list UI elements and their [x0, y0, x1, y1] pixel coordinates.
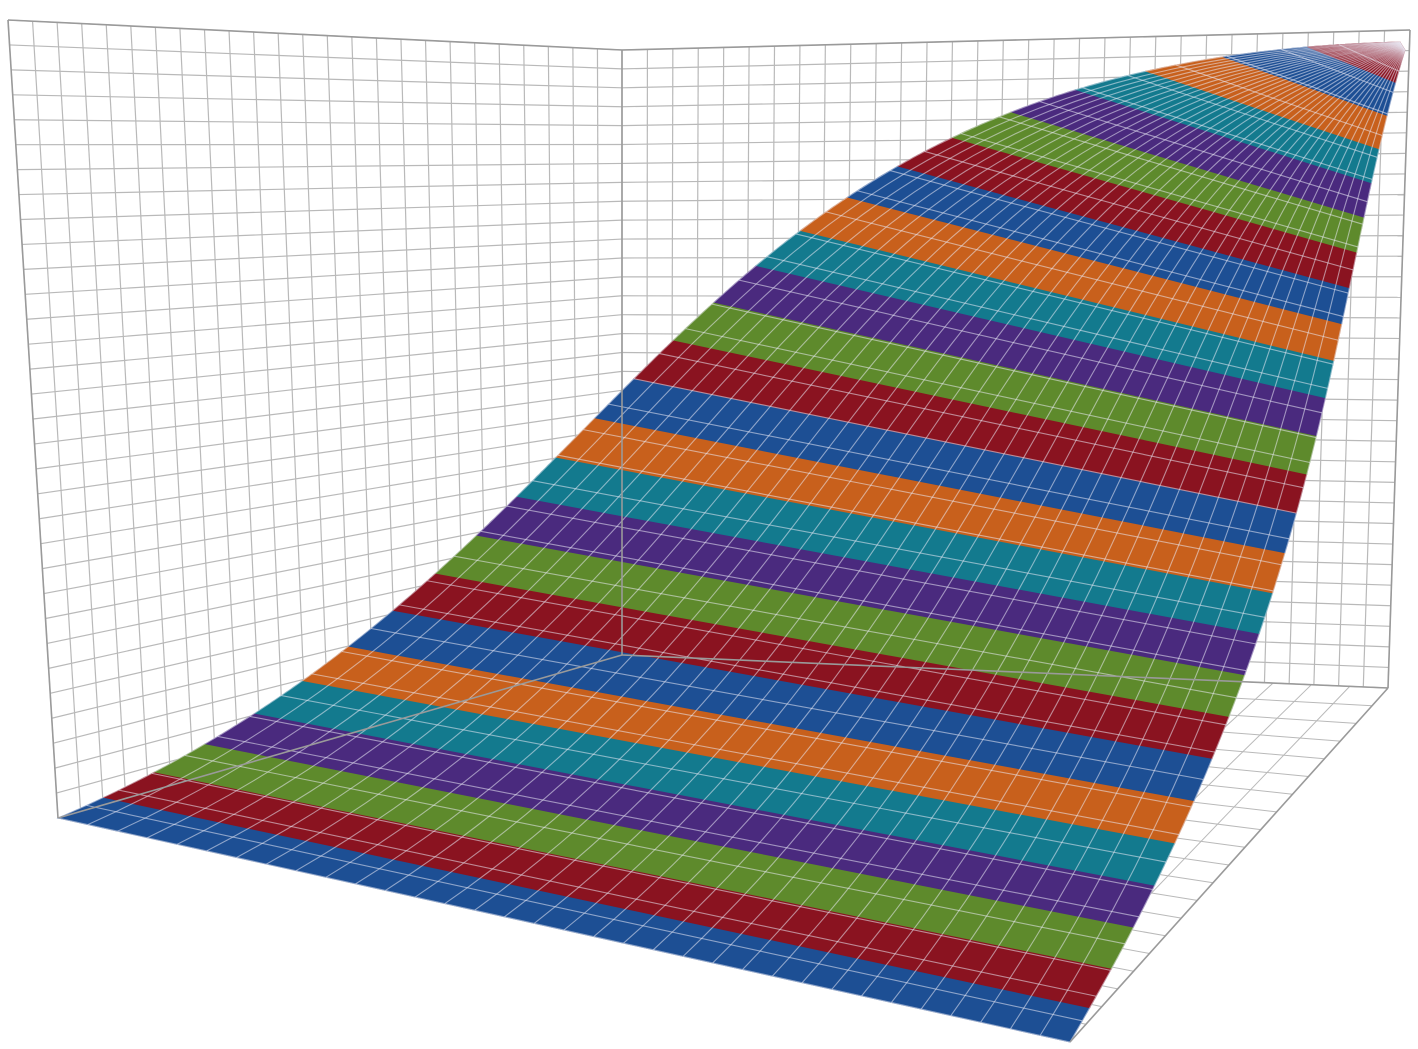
surface-mesh-line [998, 116, 1363, 225]
frame-edge [621, 654, 1389, 689]
surface-mesh-line [57, 817, 1071, 1043]
surface-mesh-line [341, 650, 1192, 808]
back-left-wall-gridline [14, 119, 623, 127]
surface-mesh-line [825, 211, 1339, 341]
surface-mesh-line [1281, 48, 1394, 93]
surface-mesh-line [857, 190, 1344, 318]
surface-mesh-line [659, 352, 1304, 489]
surface-mesh-line [454, 555, 1237, 699]
surface-mesh-line [217, 735, 1139, 918]
surface-mesh-line [311, 673, 1180, 836]
surface-mesh-line [151, 772, 1111, 971]
back-left-wall-gridline [12, 94, 623, 108]
surface-mesh-line [1039, 100, 1368, 203]
back-left-wall-gridline [17, 162, 623, 171]
back-left-wall-gridline [31, 332, 623, 395]
surface-mesh-line [738, 279, 1323, 414]
surface-mesh-line [766, 256, 1328, 389]
surface-mesh-line [960, 132, 1359, 248]
surface-mesh-line [1127, 74, 1378, 158]
surface-mesh-line [118, 789, 1097, 997]
back-left-wall-gridline [32, 351, 623, 420]
surface-mesh-line [711, 303, 1317, 439]
frame-edge [7, 19, 59, 819]
back-left-wall-gridline [25, 257, 623, 295]
surface-mesh-line [370, 627, 1204, 781]
back-left-wall-gridline [18, 181, 623, 196]
back-left-wall-gridline [39, 427, 623, 520]
back-left-wall-gridline [26, 276, 623, 320]
surface-mesh-line [532, 480, 1265, 618]
frame-edge [57, 654, 623, 819]
surface-mesh-line [399, 604, 1215, 753]
back-left-wall-gridline [11, 69, 623, 89]
back-left-wall-gridline [28, 295, 623, 345]
frame-edge [1069, 687, 1389, 1043]
surface-mesh-line [86, 804, 1083, 1022]
surface-mesh-line [506, 505, 1256, 645]
surface-mesh-line [583, 429, 1282, 566]
surface-mesh-line [1069, 49, 1406, 1043]
surface-mesh-line [1338, 44, 1400, 72]
surface-mesh-line [1226, 55, 1388, 115]
surface-mesh-line [249, 715, 1153, 891]
surface-mesh-line [1175, 64, 1383, 136]
surface-mesh-line [57, 41, 1401, 819]
frame-edge [1387, 29, 1411, 689]
surface-mesh-line [633, 378, 1297, 514]
surface-mesh-line [795, 233, 1334, 365]
back-left-wall-gridline [36, 389, 623, 470]
chart-frame [7, 19, 1411, 1043]
surface-mesh-line [1399, 41, 1406, 51]
back-left-wall-gridline [20, 200, 623, 221]
surface-mesh-line [480, 530, 1247, 672]
back-left-wall-gridline [34, 370, 623, 445]
back-left-wall-gridline [9, 44, 623, 70]
surface-mesh-line [281, 695, 1167, 863]
surface-mesh-line [608, 403, 1290, 540]
back-left-wall-gridline [42, 465, 623, 570]
back-left-wall-gridline [23, 238, 623, 270]
frame-edge [621, 29, 1411, 51]
frame-edge [7, 19, 623, 51]
surface-mesh-line [184, 754, 1125, 945]
back-left-wall-gridline [22, 219, 623, 246]
surface-plot [56, 41, 1406, 1043]
surface-mesh-line [1082, 87, 1373, 180]
surface-mesh-line [427, 580, 1226, 726]
surface-mesh-line [557, 454, 1274, 592]
surface-mesh-line [889, 170, 1349, 294]
back-left-wall-gridline [37, 408, 623, 495]
back-left-wall-gridline [40, 446, 623, 545]
surface-mesh-line [924, 150, 1354, 271]
back-left-wall-gridline [29, 314, 623, 370]
surface-mesh-line [685, 328, 1310, 464]
